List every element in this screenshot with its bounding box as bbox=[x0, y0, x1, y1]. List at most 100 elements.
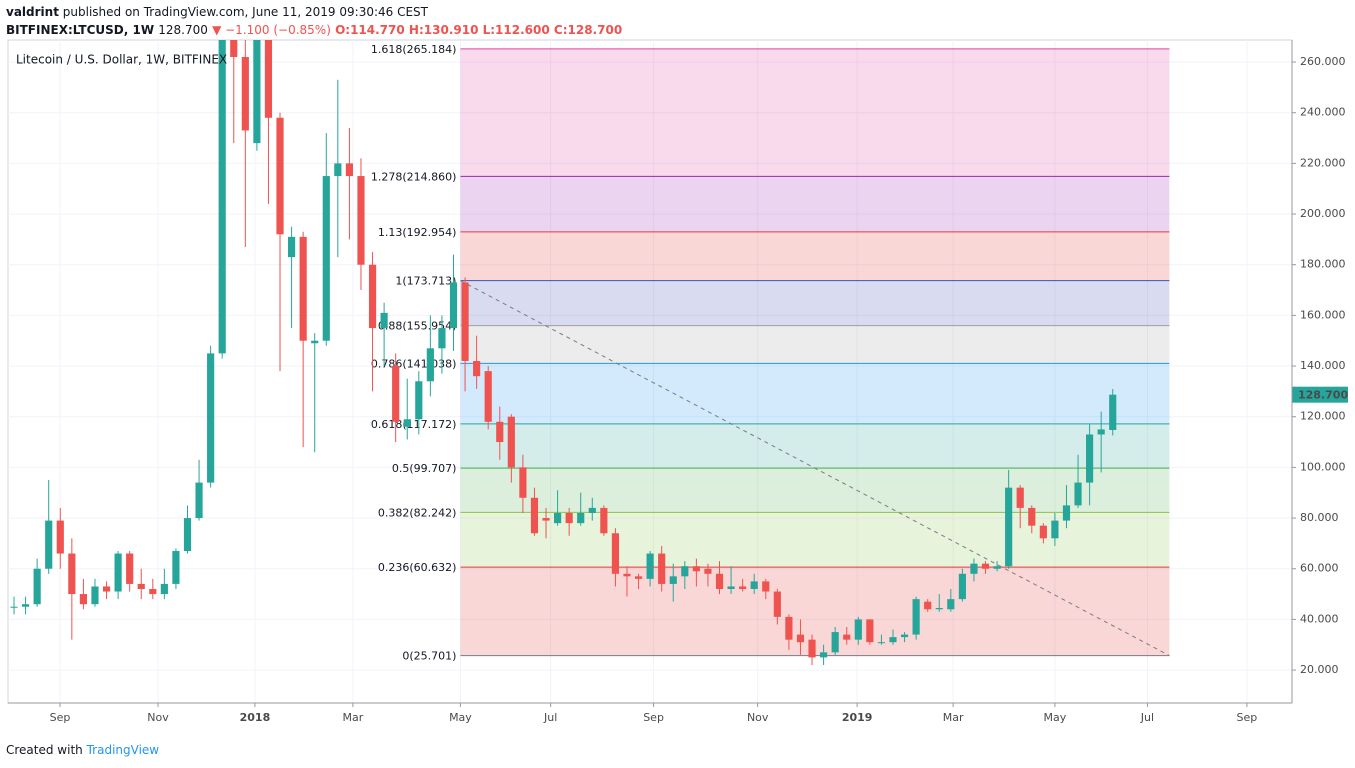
last: 128.700 bbox=[158, 23, 208, 37]
candle-body bbox=[611, 533, 620, 574]
candle-body bbox=[311, 340, 319, 344]
fib-trend-line bbox=[460, 280, 1170, 657]
x-tick-label: Sep bbox=[50, 711, 71, 724]
candle-body bbox=[230, 40, 238, 57]
candle-body bbox=[912, 599, 920, 635]
candle-body bbox=[264, 40, 273, 118]
fib-band bbox=[460, 176, 1170, 232]
x-tick-label: May bbox=[1044, 711, 1067, 724]
candle-body bbox=[924, 601, 932, 610]
candle-body bbox=[496, 421, 504, 443]
x-tick-label: Mar bbox=[342, 711, 363, 724]
y-tick-label: 20.000 bbox=[1300, 663, 1339, 676]
footer: Created with TradingView bbox=[6, 743, 159, 757]
candle-body bbox=[484, 371, 492, 422]
candle-body bbox=[241, 56, 249, 131]
fib-label: 0(25.701) bbox=[402, 650, 456, 663]
candle-body bbox=[981, 563, 990, 569]
symbol: BITFINEX:LTCUSD, 1W bbox=[6, 23, 154, 37]
candle-body bbox=[634, 576, 643, 579]
y-tick-label: 100.000 bbox=[1300, 460, 1346, 473]
candle-body bbox=[935, 607, 943, 610]
candle-body bbox=[195, 482, 203, 519]
footer-text: Created with bbox=[6, 743, 83, 757]
chart-title: Litecoin / U.S. Dollar, 1W, BITFINEX bbox=[16, 53, 227, 67]
y-tick-label: 120.000 bbox=[1300, 410, 1346, 423]
brand[interactable]: TradingView bbox=[86, 743, 160, 757]
candle-body bbox=[773, 591, 781, 617]
fib-label: 1.618(265.184) bbox=[371, 43, 457, 56]
candle-body bbox=[866, 619, 874, 643]
candle-body bbox=[727, 586, 735, 589]
candle-body bbox=[796, 634, 805, 643]
candle-body bbox=[1051, 520, 1059, 539]
symbol-line: BITFINEX:LTCUSD, 1W 128.700 ▼ −1.100 (−0… bbox=[6, 23, 622, 37]
candle-body bbox=[368, 264, 377, 329]
candle-body bbox=[1028, 507, 1036, 526]
y-tick-label: 260.000 bbox=[1300, 55, 1346, 68]
candle-body bbox=[600, 507, 608, 534]
x-tick-label: 2019 bbox=[842, 711, 873, 724]
candle-body bbox=[33, 568, 41, 605]
candle-body bbox=[669, 576, 677, 584]
candle-body bbox=[565, 512, 573, 524]
candle-body bbox=[68, 553, 76, 595]
candle-body bbox=[126, 553, 134, 584]
candle-body bbox=[750, 581, 758, 589]
x-tick-label: 2018 bbox=[240, 711, 271, 724]
x-tick-label: Sep bbox=[643, 711, 664, 724]
candle-body bbox=[854, 619, 862, 640]
candle-body bbox=[149, 588, 157, 595]
candle-body bbox=[947, 599, 955, 610]
x-tick-label: Jul bbox=[543, 711, 557, 724]
candle-body bbox=[345, 163, 353, 177]
y-tick-label: 240.000 bbox=[1300, 106, 1346, 119]
candle-body bbox=[172, 550, 180, 584]
candle-body bbox=[357, 176, 365, 265]
candle-body bbox=[218, 40, 226, 354]
candle-body bbox=[1097, 429, 1105, 435]
fib-band bbox=[460, 325, 1170, 364]
candle-body bbox=[958, 573, 966, 600]
candle-body bbox=[900, 634, 909, 638]
candle-body bbox=[91, 586, 99, 605]
y-tick-label: 80.000 bbox=[1300, 511, 1339, 524]
candle-body bbox=[715, 573, 724, 589]
fib-label: 1.278(214.860) bbox=[371, 170, 457, 183]
candle-body bbox=[623, 573, 631, 577]
candle-body bbox=[102, 586, 111, 592]
x-tick-label: Mar bbox=[943, 711, 964, 724]
candle-body bbox=[276, 117, 284, 235]
candle-body bbox=[253, 40, 261, 144]
candle-body bbox=[820, 652, 828, 658]
x-tick-label: Nov bbox=[147, 711, 169, 724]
candle-body bbox=[21, 604, 30, 607]
candle-body bbox=[449, 282, 458, 329]
candle-body bbox=[681, 566, 689, 577]
candle-body bbox=[137, 583, 145, 589]
candle-body bbox=[1109, 394, 1117, 430]
candle-body bbox=[646, 553, 654, 579]
candle-body bbox=[322, 176, 330, 341]
candle-body bbox=[507, 416, 515, 468]
candle-body bbox=[785, 616, 793, 640]
y-tick-label: 140.000 bbox=[1300, 359, 1346, 372]
candle-body bbox=[473, 360, 481, 377]
price-tag-label: 128.700 bbox=[1298, 389, 1348, 402]
candle-body bbox=[1062, 505, 1071, 521]
x-tick-label: Nov bbox=[747, 711, 769, 724]
y-tick-label: 200.000 bbox=[1300, 207, 1346, 220]
candle-body bbox=[183, 518, 192, 551]
fib-label: 0.236(60.632) bbox=[378, 561, 457, 574]
candle-body bbox=[438, 328, 446, 349]
candle-body bbox=[1039, 525, 1047, 539]
candle-body bbox=[877, 642, 886, 644]
candle-body bbox=[10, 606, 18, 608]
candle-body bbox=[530, 497, 539, 534]
candle-body bbox=[762, 581, 770, 592]
candle-body bbox=[380, 312, 388, 329]
candle-body bbox=[577, 512, 585, 524]
fib-label: 0.618(117.172) bbox=[371, 418, 457, 431]
candle-body bbox=[207, 353, 215, 483]
